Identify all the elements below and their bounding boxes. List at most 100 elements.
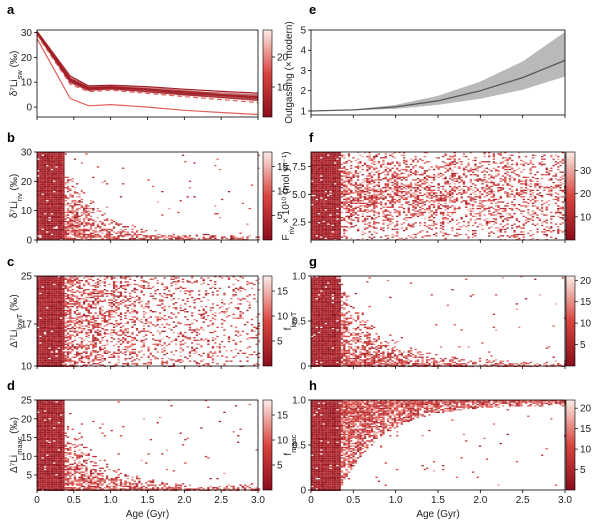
heatmap-cell <box>53 303 56 305</box>
heatmap-cell <box>168 237 171 240</box>
heatmap-cell <box>50 178 54 180</box>
heatmap-cell <box>55 307 58 309</box>
heatmap-cell <box>57 315 60 317</box>
heatmap-cell <box>41 196 44 198</box>
heatmap-cell <box>46 474 49 476</box>
heatmap-cell <box>92 344 95 347</box>
heatmap-cell <box>78 231 81 233</box>
heatmap-cell <box>163 315 166 317</box>
heatmap-cell <box>172 331 175 334</box>
heatmap-cell <box>41 198 44 201</box>
heatmap-cell <box>117 303 120 305</box>
heatmap-cell <box>41 279 44 282</box>
heatmap-cell <box>115 286 118 288</box>
heatmap-cell <box>48 333 51 335</box>
heatmap-cell <box>227 303 231 305</box>
heatmap-cell <box>66 342 70 344</box>
heatmap-cell <box>60 454 63 456</box>
heatmap-cell <box>46 296 49 299</box>
heatmap-cell <box>92 318 95 321</box>
heatmap-cell <box>211 331 215 334</box>
heatmap-cell <box>64 315 67 317</box>
heatmap-cell <box>117 237 120 240</box>
heatmap-cell <box>66 209 70 211</box>
heatmap-cell <box>48 416 51 419</box>
heatmap-cell <box>103 316 106 318</box>
heatmap-cell <box>110 278 113 280</box>
heatmap-cell <box>66 453 70 455</box>
heatmap-cell <box>112 287 116 289</box>
heatmap-cell <box>60 329 63 331</box>
heatmap-cell <box>55 281 58 283</box>
heatmap-cell <box>62 402 65 404</box>
heatmap-cell <box>37 330 40 332</box>
heatmap-cell <box>73 453 77 455</box>
heatmap-cell <box>57 470 60 472</box>
heatmap-cell <box>37 178 40 180</box>
heatmap-cell <box>43 226 47 228</box>
heatmap-cell <box>55 339 58 341</box>
heatmap-cell <box>64 214 67 216</box>
heatmap-cell <box>46 209 49 211</box>
heatmap-cell <box>57 170 60 172</box>
heatmap-cell <box>48 341 51 343</box>
heatmap-cell <box>37 220 40 223</box>
heatmap-cell <box>92 315 95 317</box>
heatmap-cell <box>39 442 42 445</box>
heatmap-cell <box>234 326 238 328</box>
heatmap-cell <box>89 330 93 332</box>
heatmap-cell <box>156 351 159 353</box>
heatmap-cell <box>103 315 106 317</box>
heatmap-cell <box>41 440 44 442</box>
heatmap-cell <box>161 348 164 351</box>
heatmap-cell <box>62 411 65 413</box>
heatmap-cell <box>161 299 164 301</box>
heatmap-cell <box>112 237 116 240</box>
heatmap-cell <box>126 357 129 360</box>
heatmap-cell <box>78 233 81 236</box>
heatmap-cell <box>57 206 60 208</box>
heatmap-cell <box>87 222 90 224</box>
heatmap-cell <box>48 360 51 362</box>
heatmap-cell <box>43 218 47 220</box>
heatmap-cell <box>53 201 56 203</box>
heatmap-cell <box>46 283 49 286</box>
heatmap-cell <box>39 166 42 168</box>
heatmap-cell <box>71 321 74 323</box>
heatmap-cell <box>53 347 56 349</box>
heatmap-cell <box>241 298 244 300</box>
heatmap-cell <box>46 472 49 475</box>
trace-line <box>36 32 259 97</box>
heatmap-cell <box>50 185 54 188</box>
heatmap-cell <box>37 161 40 163</box>
heatmap-cell <box>43 153 47 155</box>
heatmap-cell <box>112 283 116 286</box>
heatmap-cell <box>53 335 56 338</box>
heatmap-cell <box>50 453 54 455</box>
heatmap-cell <box>62 360 65 362</box>
heatmap-cell <box>43 311 47 313</box>
heatmap-cell <box>48 459 51 462</box>
heatmap-cell <box>48 194 51 197</box>
heatmap-cell <box>76 355 79 357</box>
heatmap-cell <box>43 236 47 238</box>
heatmap-cell <box>57 159 60 162</box>
heatmap-cell <box>99 230 102 232</box>
heatmap-cell <box>57 168 60 171</box>
heatmap-cell <box>37 329 40 331</box>
heatmap-cell <box>211 337 215 339</box>
heatmap-cell <box>57 165 60 167</box>
heatmap-cell <box>73 439 77 441</box>
heatmap-cell <box>48 232 51 234</box>
heatmap-cell <box>37 291 40 293</box>
heatmap-cell <box>64 488 67 490</box>
heatmap-cell <box>161 236 164 238</box>
heatmap-cell <box>73 291 77 293</box>
heatmap-cell <box>198 309 201 312</box>
heatmap-cell <box>57 232 60 234</box>
heatmap-cell <box>39 311 42 313</box>
heatmap-cell <box>37 295 40 297</box>
heatmap-cell <box>37 401 40 403</box>
heatmap-cell <box>89 364 93 366</box>
heatmap-cell <box>62 279 65 282</box>
